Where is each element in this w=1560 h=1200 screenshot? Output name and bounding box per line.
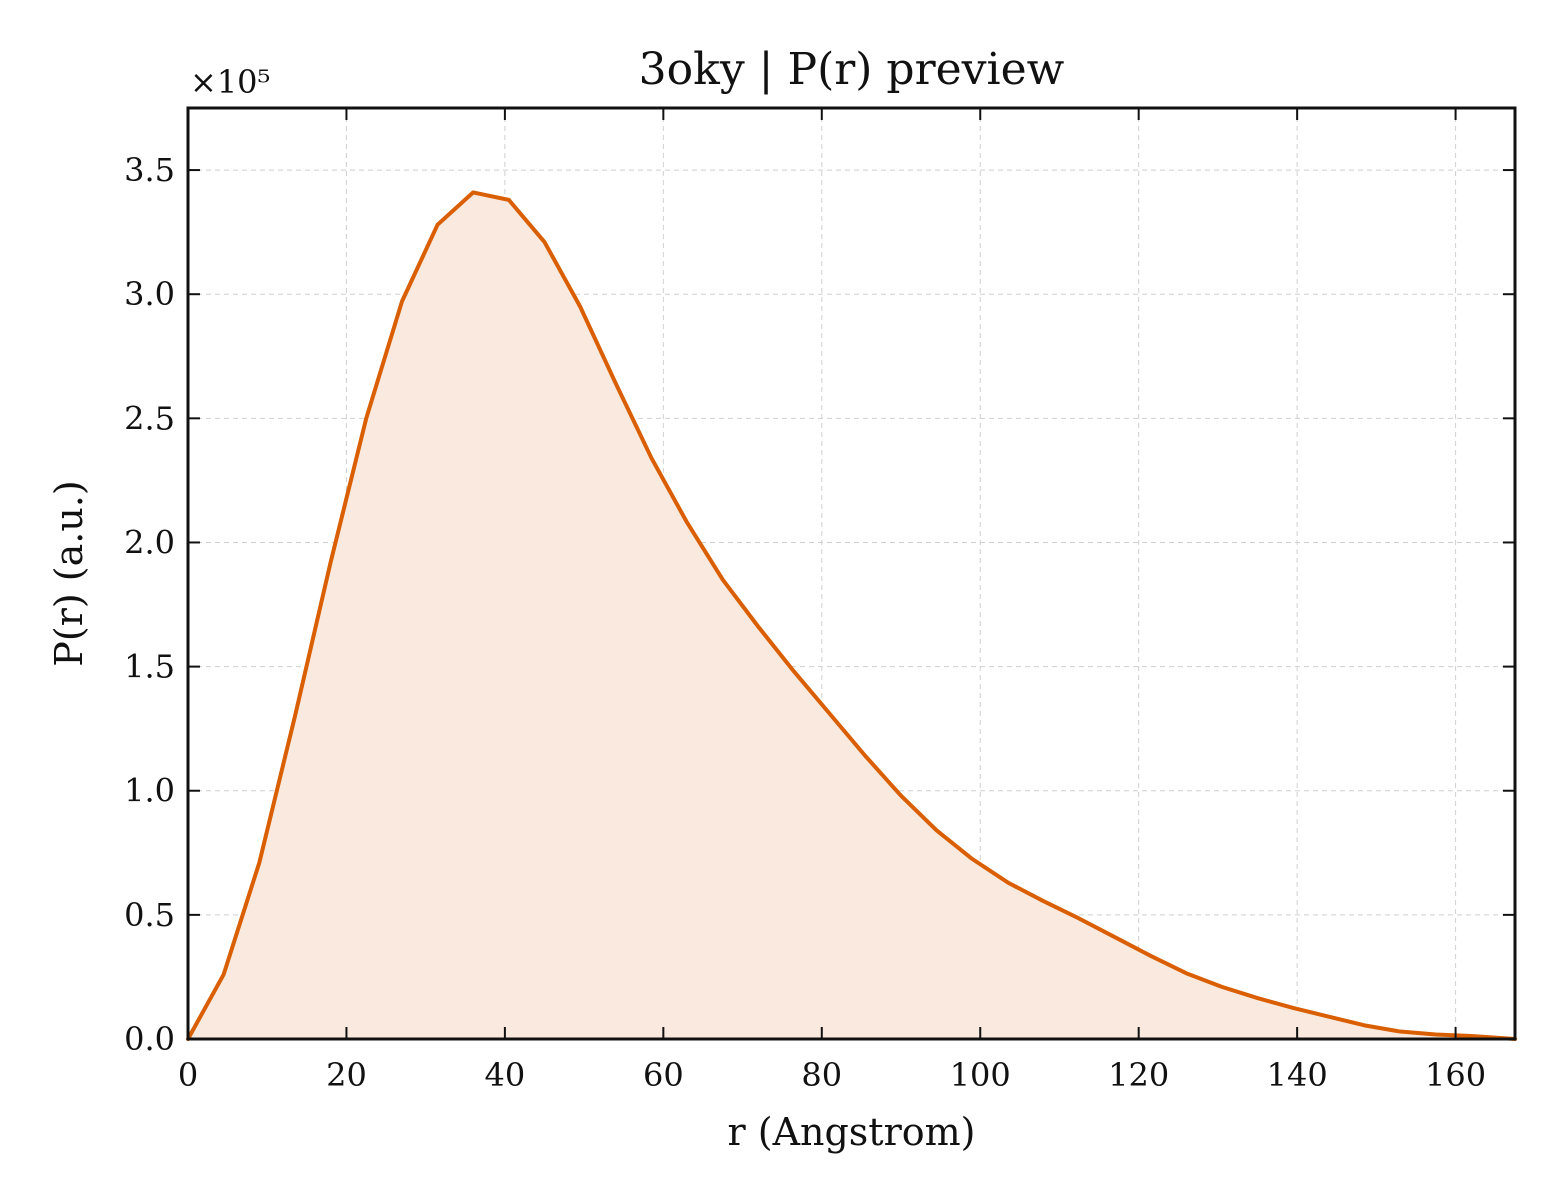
x-tick-label: 60 <box>643 1056 684 1094</box>
y-tick-label: 1.0 <box>124 772 175 810</box>
x-tick-label: 140 <box>1267 1056 1328 1094</box>
x-tick-label: 40 <box>485 1056 526 1094</box>
y-axis-multiplier: ×10⁵ <box>190 63 270 101</box>
y-tick-label: 3.0 <box>124 275 175 313</box>
pr-series-line <box>186 190 1517 1041</box>
x-tick-label: 160 <box>1425 1056 1486 1094</box>
axis-ticks: 0 20 40 60 80 100 120 140 160 0.0 0.5 1.0 1.5 2.0 2.5 3… <box>124 108 1515 1094</box>
y-tick-label: 0.0 <box>124 1020 175 1058</box>
y-tick-label: 2.5 <box>124 399 175 437</box>
x-tick-label: 0 <box>178 1056 198 1094</box>
x-tick-label: 120 <box>1108 1056 1169 1094</box>
x-tick-label: 100 <box>950 1056 1011 1094</box>
pr-area-fill <box>188 192 1515 1039</box>
plot-frame <box>186 106 1517 1041</box>
y-tick-label: 3.5 <box>124 151 175 189</box>
y-tick-label: 2.0 <box>124 523 175 561</box>
chart-title: 3oky | P(r) preview <box>639 44 1065 95</box>
x-axis-label: r (Angstrom) <box>728 1110 976 1154</box>
y-tick-label: 1.5 <box>124 648 175 686</box>
y-axis-label: P(r) (a.u.) <box>47 480 91 666</box>
x-tick-label: 20 <box>326 1056 367 1094</box>
y-tick-label: 0.5 <box>124 896 175 934</box>
x-tick-label: 80 <box>801 1056 842 1094</box>
